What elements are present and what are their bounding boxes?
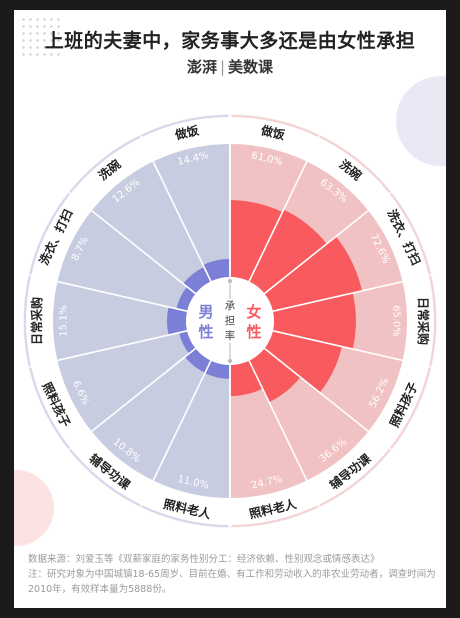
center-male-char-0: 男	[198, 303, 213, 321]
center-female-char-1: 性	[246, 323, 261, 341]
male-bar-4	[178, 330, 196, 354]
male-bar-1	[183, 267, 211, 294]
center-metric-char-0: 承	[225, 300, 236, 312]
sector-divider-male-4	[28, 330, 188, 368]
center-metric-char-2: 率	[225, 329, 236, 342]
sector-divider-female-5	[263, 347, 392, 451]
center-metric-char-1: 担	[225, 315, 236, 327]
sector-divider-male-3	[28, 274, 188, 312]
radial-bar-chart-svg: 61.0%14.4%63.3%12.6%72.6%8.7%65.0%15.1%5…	[23, 114, 437, 528]
female-bar-4	[264, 330, 342, 393]
male-bar-3	[166, 306, 188, 336]
female-bar-1	[249, 209, 327, 294]
center-hub	[186, 277, 274, 365]
chart-title: 上班的夫妻中，家务事大多还是由女性承担	[44, 30, 416, 52]
center-male-char-1: 性	[198, 323, 213, 341]
brand-logo: 澎湃 | 美数课	[186, 58, 274, 76]
female-value-label-3: 65.0%	[391, 305, 402, 337]
male-bar-0	[203, 258, 230, 282]
male-category-label-3: 日常采购	[29, 297, 44, 345]
plot-boundary	[51, 142, 409, 500]
female-track-6	[230, 360, 308, 499]
female-bar-0	[230, 200, 283, 282]
radial-bar-chart: 61.0% 14.4% 63.3% 12.6% 72.6% 8.7% 65.0% 15.1% 5…	[14, 10, 446, 608]
sector-divider-male-6	[139, 360, 212, 507]
brand-name: 澎湃	[186, 58, 217, 76]
data-source: 数据来源：刘爱玉等《双薪家庭的家务性别分工：经济依赖、性别观念或情感表达》	[28, 554, 380, 565]
female-category-label-0: 做饭	[259, 122, 287, 142]
male-track-4	[56, 330, 196, 432]
male-bar-5	[184, 348, 211, 373]
center-female-char-0: 女	[246, 303, 261, 321]
male-track-5	[90, 348, 211, 482]
male-track-6	[152, 360, 230, 499]
male-category-label-0: 做饭	[173, 122, 201, 142]
male-track-1	[90, 160, 211, 294]
sector-divider-male-2	[68, 191, 197, 295]
center-dot-top	[228, 279, 232, 283]
male-value-label-3: 15.1%	[59, 305, 70, 337]
male-track-2	[56, 210, 196, 312]
brand-column: 美数课	[228, 58, 274, 76]
male-track-0	[152, 143, 230, 282]
male-track-3	[51, 281, 188, 361]
female-category-label-3: 日常采购	[416, 297, 431, 345]
female-bar-2	[264, 236, 363, 312]
infographic-card: 上班的夫妻中，家务事大多还是由女性承担 澎湃 | 美数课 61.0% 14.4% 63.…	[14, 10, 446, 608]
male-bar-6	[204, 360, 230, 379]
sector-divider-female-2	[263, 191, 392, 295]
sector-divider-male-5	[68, 347, 197, 451]
female-bar-6	[230, 360, 263, 397]
chart-footer: 数据来源：刘爱玉等《双薪家庭的家务性别分工：经济依赖、性别观念或情感表达》 注：…	[28, 552, 438, 597]
male-bar-2	[176, 286, 196, 312]
footnote: 注：研究对象为中国城镇18-65周岁、目前在婚、有工作和劳动收入的非农业劳动者，…	[28, 569, 436, 595]
decorative-dot-pattern	[20, 16, 64, 60]
center-dot-bottom	[228, 359, 232, 363]
female-bar-5	[249, 348, 301, 403]
